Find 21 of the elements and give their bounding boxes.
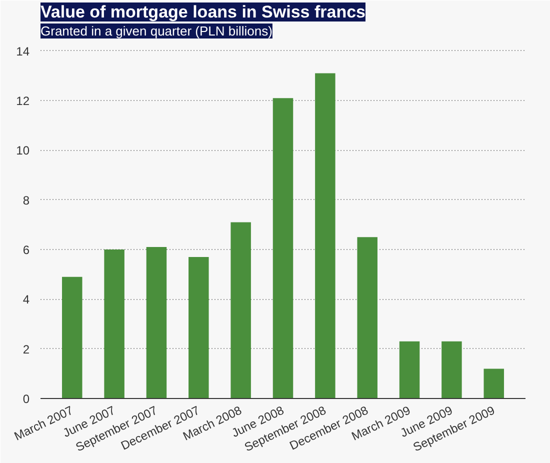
bar [357,237,378,398]
bar [272,98,294,398]
bar [315,73,336,398]
bar [62,276,82,398]
chart-title: Value of mortgage loans in Swiss francs [40,2,366,22]
bar [104,250,124,398]
bar [230,222,251,398]
bar [188,256,209,398]
y-tick-label: 8 [22,193,30,208]
y-tick-label: 2 [22,342,30,356]
y-tick-label: 0 [22,392,30,406]
y-tick-label: 14 [16,44,30,58]
y-tick-label: 10 [16,144,30,158]
bar [399,341,420,398]
bar [146,247,167,398]
y-tick-label: 6 [22,243,30,258]
y-tick-label: 12 [16,94,30,108]
bar [484,368,504,398]
bar [442,341,462,398]
chart-subtitle: Granted in a given quarter (PLN billions) [40,24,272,38]
y-tick-label: 4 [22,292,30,307]
